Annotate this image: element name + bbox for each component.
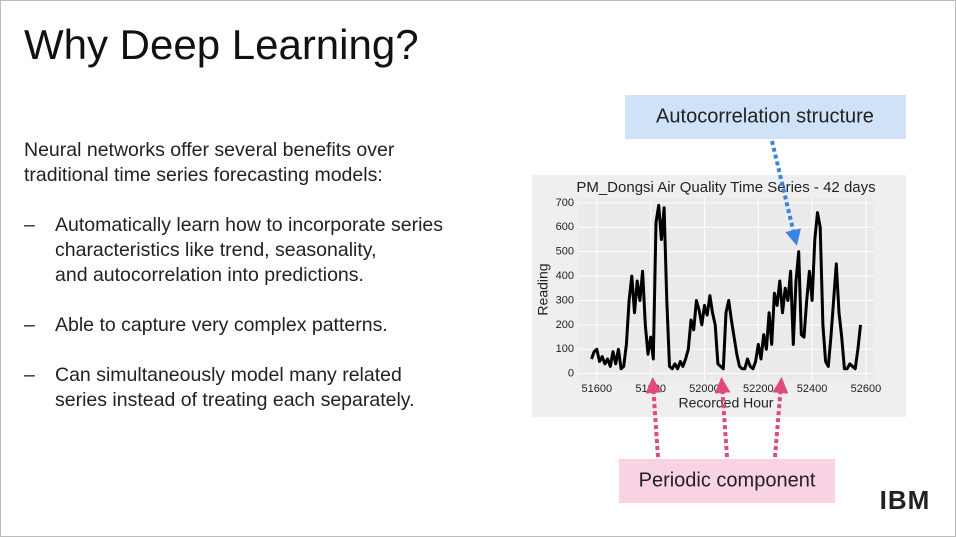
arrow — [645, 377, 662, 458]
y-tick-label: 400 — [556, 270, 574, 282]
y-tick-label: 600 — [556, 221, 574, 233]
logo: IBM — [880, 485, 931, 515]
arrows — [645, 140, 801, 458]
chart: PM_Dongsi Air Quality Time Series - 42 d… — [535, 179, 882, 411]
bullet-marker: – — [24, 214, 35, 236]
bullet-line: Can simultaneously model many related — [55, 364, 402, 386]
y-tick-label: 700 — [556, 197, 574, 209]
x-tick-label: 52600 — [851, 383, 882, 395]
x-tick-label: 51800 — [635, 383, 666, 395]
arrow — [772, 377, 789, 458]
y-tick-label: 100 — [556, 343, 574, 355]
slide-title: Why Deep Learning? — [24, 21, 419, 68]
bullet-line: Able to capture very complex patterns. — [55, 314, 388, 336]
y-tick-label: 500 — [556, 246, 574, 258]
data-line — [590, 203, 862, 371]
x-tick-label: 52400 — [797, 383, 828, 395]
annotation-box — [619, 459, 835, 503]
slide-body: Neural networks offer several benefits o… — [24, 139, 443, 411]
x-tick-label: 51600 — [582, 383, 613, 395]
intro-line: Neural networks offer several benefits o… — [24, 139, 395, 161]
bullet-line: and autocorrelation into predictions. — [55, 264, 364, 286]
y-axis-label: Reading — [535, 263, 551, 315]
x-tick-label: 52000 — [689, 383, 720, 395]
y-tick-label: 0 — [568, 368, 574, 380]
bullet-line: characteristics like trend, seasonality, — [55, 239, 377, 261]
y-tick-label: 200 — [556, 319, 574, 331]
y-tick-label: 300 — [556, 294, 574, 306]
annotation-box — [625, 95, 906, 139]
x-axis-label: Recorded Hour — [679, 395, 774, 411]
bullet-marker: – — [24, 314, 35, 336]
arrow — [770, 140, 801, 246]
x-tick-label: 52200 — [743, 383, 774, 395]
bullet-line: Automatically learn how to incorporate s… — [55, 214, 443, 236]
bullet-line: series instead of treating each separate… — [55, 389, 415, 411]
bullet-marker: – — [24, 364, 35, 386]
annotation: Periodic component — [639, 469, 816, 491]
annotation: Autocorrelation structure — [656, 105, 874, 127]
arrow — [714, 377, 731, 458]
intro-line: traditional time series forecasting mode… — [24, 164, 383, 186]
chart-title: PM_Dongsi Air Quality Time Series - 42 d… — [576, 179, 875, 196]
